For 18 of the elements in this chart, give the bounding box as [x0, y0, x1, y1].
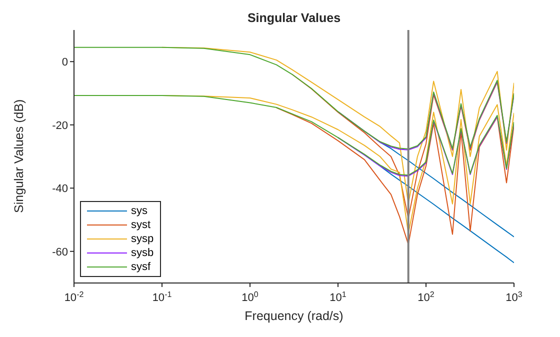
y-tick-label: -20 [52, 120, 68, 132]
x-tick-label: 10$^{3}$ [506, 290, 523, 304]
legend-label: syst [131, 219, 151, 231]
legend-label: sys [131, 205, 148, 217]
y-axis-title: Singular Values (dB) [12, 98, 26, 216]
y-tick-label: 0 [62, 56, 68, 69]
chart-title: Singular Values [246, 11, 342, 25]
x-tick-label: 10$^{-2}$ [64, 290, 84, 304]
y-tick-label: -40 [52, 183, 68, 196]
legend-label: sysf [131, 261, 151, 273]
x-tick-label: 10$^{2}$ [418, 290, 435, 304]
x-axis-title: Frequency (rad/s) [244, 309, 344, 323]
y-tick-label: -60 [52, 246, 68, 258]
x-tick-label: 10$^{1}$ [330, 290, 347, 304]
x-tick-label: 10$^{0}$ [242, 290, 259, 304]
legend-label: sysp [131, 233, 154, 245]
legend-label: sysb [131, 247, 154, 259]
x-tick-label: 10$^{-1}$ [152, 290, 172, 304]
